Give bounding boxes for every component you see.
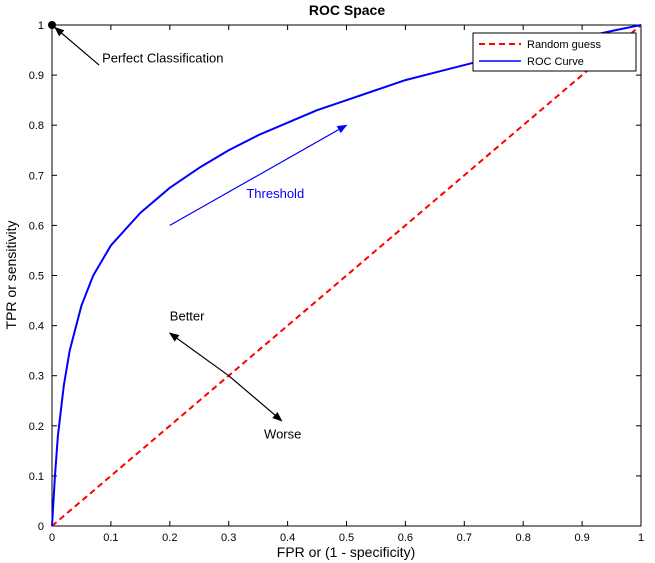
annotation-label-better: Better — [170, 309, 205, 324]
x-tick-label: 0.2 — [162, 532, 177, 544]
annotation-arrow-perfect-classification — [54, 26, 100, 66]
annotation-label-threshold: Threshold — [246, 186, 304, 201]
x-tick-label: 0.6 — [398, 532, 413, 544]
x-tick-label: 0.3 — [221, 532, 236, 544]
annotation-layer: Perfect Classification Threshold Better Wor… — [54, 26, 348, 441]
y-tick-label: 1 — [38, 20, 44, 32]
legend-box — [472, 32, 637, 72]
x-tick-label: 0.1 — [103, 532, 118, 544]
y-tick-label: 0.1 — [29, 471, 44, 483]
y-tick-label: 0.8 — [29, 120, 44, 132]
y-tick-label: 0.3 — [29, 371, 44, 383]
y-tick-label: 0 — [38, 521, 44, 533]
annotation-arrow-worse — [228, 375, 283, 422]
y-tick-label: 0.6 — [29, 220, 44, 232]
chart-title: ROC Space — [309, 2, 385, 18]
legend: Random guess ROC Curve — [472, 32, 637, 72]
y-tick-label: 0.5 — [29, 271, 44, 283]
x-tick-label: 1 — [638, 532, 644, 544]
x-axis: 0 0.1 0.2 0.3 0.4 0.5 0.6 0.7 0.8 0.9 1 — [49, 25, 644, 544]
series-line-random-guess — [51, 24, 642, 527]
x-tick-label: 0.4 — [280, 532, 295, 544]
y-tick-label: 0.9 — [29, 70, 44, 82]
y-axis: 0 0.1 0.2 0.3 0.4 0.5 0.6 0.7 0.8 0.9 1 — [29, 20, 641, 533]
x-axis-label: FPR or (1 - specificity) — [277, 544, 415, 560]
point-perfect-classification — [48, 21, 56, 29]
legend-label-roc-curve: ROC Curve — [527, 56, 584, 68]
x-tick-label: 0.8 — [516, 532, 531, 544]
annotation-arrow-better — [168, 332, 230, 377]
y-tick-label: 0.4 — [29, 321, 44, 333]
x-tick-label: 0.7 — [457, 532, 472, 544]
legend-label-random-guess: Random guess — [527, 39, 601, 51]
x-tick-label: 0.5 — [339, 532, 354, 544]
y-tick-label: 0.2 — [29, 421, 44, 433]
x-tick-label: 0 — [49, 532, 55, 544]
annotation-label-perfect-classification: Perfect Classification — [102, 51, 223, 66]
y-tick-label: 0.7 — [29, 170, 44, 182]
y-axis-label: TPR or sensitivity — [3, 221, 19, 330]
annotation-arrow-threshold — [169, 124, 348, 226]
annotation-label-worse: Worse — [264, 426, 301, 441]
x-tick-label: 0.9 — [574, 532, 589, 544]
